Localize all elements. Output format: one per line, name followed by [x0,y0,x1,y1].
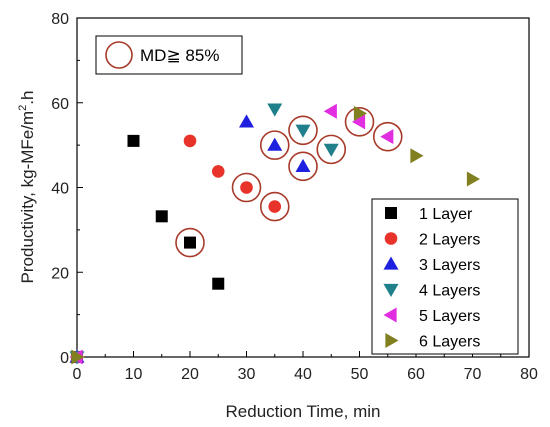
md-highlight-circle [372,121,403,152]
data-point-series-6 [353,105,367,121]
md-highlight-circle [288,115,318,146]
data-points [69,103,480,365]
data-point-series-4 [295,124,311,138]
md-highlight-circle [316,134,347,165]
data-point-series-3 [267,137,283,151]
md-highlight-circles [175,107,403,258]
legend: 1 Layer 2 Layers 3 Layers 4 Layers 5 Layers 6… [371,198,519,355]
data-point-series-2 [240,181,253,194]
x-tick-label: 80 [520,366,538,383]
data-point-series-2 [183,134,197,148]
data-point-series-6 [71,349,85,365]
legend-marker-series-5 [383,307,397,323]
y-axis-title-main: Productivity, kg-MFe/m [18,111,37,284]
data-point-series-2 [268,200,282,213]
data-point-series-4 [323,143,339,157]
legend-items: 1 Layer 2 Layers 3 Layers 4 Layers 5 Layers 6… [383,206,480,351]
legend-label: 4 Layers [419,283,480,300]
x-tick-label: 20 [181,366,199,383]
legend-marker-series-6 [385,333,399,348]
x-tick-label: 70 [464,366,482,383]
md-highlight-circle [175,227,205,258]
y-tick-label: 0 [60,350,69,367]
y-axis-title-superscript: 2 [17,105,29,111]
legend-label: 2 Layers [419,232,480,249]
md-highlight-circle [288,151,318,182]
legend-marker-series-3 [383,256,399,270]
y-tick-label: 40 [51,181,69,198]
md-annotation-label: MD≧ 85% [140,46,219,65]
data-point-series-2 [211,165,225,178]
y-tick-label: 20 [51,265,69,282]
legend-item: 1 Layer [385,206,473,223]
legend-label: 6 Layers [419,334,480,351]
y-axis-title: Productivity, kg-MFe/m2.h [17,91,37,284]
x-tick-label: 60 [407,366,425,383]
md-highlight-circle [231,172,262,203]
data-point-series-5 [323,103,337,119]
data-point-series-5 [380,129,394,145]
tick-labels: 0 10 20 30 40 50 60 70 80 0 20 40 60 80 [51,11,538,383]
md-highlight-circle [259,191,290,222]
x-axis-title: Reduction Time, min [226,402,381,421]
x-tick-label: 50 [351,366,369,383]
legend-marker-series-2 [384,232,398,245]
legend-label: 1 Layer [419,206,473,223]
data-point-series-1 [155,210,168,223]
data-point-series-5 [352,114,366,130]
x-tick-label: 30 [238,366,256,383]
legend-label: 5 Layers [419,308,480,325]
legend-item: 4 Layers [383,283,480,300]
legend-item: 6 Layers [385,333,480,351]
x-tick-label: 10 [125,366,143,383]
legend-item: 5 Layers [383,307,480,325]
y-axis-title-suffix: .h [18,91,37,105]
legend-item: 2 Layers [384,232,480,249]
legend-marker-series-4 [383,283,399,297]
md-highlight-circle [344,107,375,137]
legend-label: 3 Layers [419,257,480,274]
data-point-series-1 [212,277,225,290]
data-point-series-3 [239,114,254,128]
legend-item: 3 Layers [383,256,480,274]
md-highlight-circle [259,130,290,160]
x-tick-label: 40 [294,366,312,383]
data-point-series-6 [410,148,424,164]
data-point-series-1 [127,134,140,147]
data-point-series-3 [295,158,311,172]
md-annotation-circle-icon [105,41,133,69]
data-point-series-1 [184,236,196,249]
y-tick-label: 60 [51,96,69,113]
data-point-series-4 [267,103,283,117]
legend-marker-series-1 [385,207,397,219]
md-annotation: MD≧ 85% [95,35,243,75]
data-point-series-6 [466,171,480,187]
legend-box [371,198,519,355]
x-tick-label: 0 [73,366,82,383]
y-tick-label: 80 [51,11,69,28]
